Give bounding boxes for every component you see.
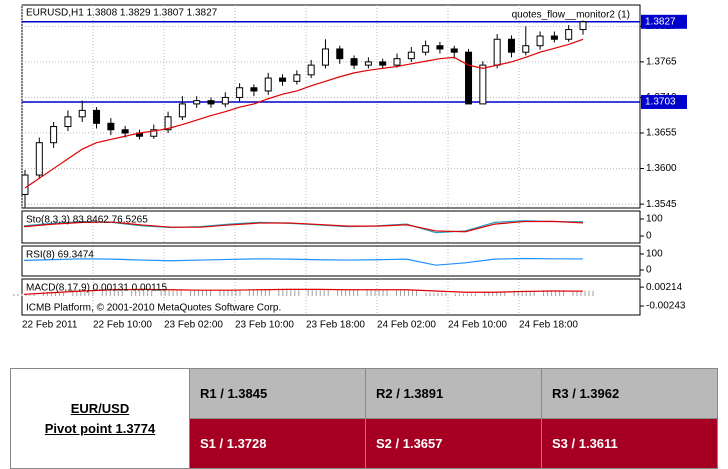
x-tick-label: 24 Feb 18:00 [519,320,578,331]
candle-body [336,48,344,60]
candle-body [78,109,86,118]
indicator-panel [21,245,641,277]
candle-body [193,100,201,105]
candle-body [107,122,115,131]
candle-body [350,58,358,66]
candle-body [207,100,215,105]
candle-body [393,58,401,66]
y-tick-label: -0.00243 [646,301,686,312]
indicator-line [23,257,584,266]
candle-body [150,129,158,137]
candle-body [236,87,244,98]
candle-body [565,29,573,40]
y-tick-label: 100 [646,214,663,225]
x-tick-label: 24 Feb 10:00 [448,320,507,331]
candle-body [536,35,544,47]
panel-label: MACD(8,17,9) 0.00131 0.00115 [26,283,167,294]
candle-body [93,109,101,124]
candle-body [479,64,487,105]
level-label: 1.3827 [645,16,676,27]
copyright: ICMB Platform, © 2001-2010 MetaQuotes So… [26,303,281,314]
level-label: 1.3703 [645,97,676,108]
main-panel [21,4,641,209]
indicator-line [23,288,584,295]
pivot-table: EUR/USD Pivot point 1.3774 R1 / 1.3845 R… [10,368,718,469]
y-tick-label: 0.00214 [646,282,683,293]
y-tick-label: 100 [646,249,663,260]
indicator-label: quotes_flow__monitor2 (1) [512,10,630,21]
candle-body [293,74,301,82]
candle-body [522,45,530,53]
candle-body [579,21,587,31]
x-tick-label: 22 Feb 10:00 [93,320,152,331]
candle-body [164,116,172,131]
candle-body [550,35,558,40]
x-tick-label: 24 Feb 02:00 [377,320,436,331]
y-tick-label: 0 [646,231,652,242]
s1: S1 / 1.3728 [189,418,366,469]
candle-body [221,96,229,105]
y-tick-label: 1.3765 [646,57,677,68]
candle-body [422,45,430,53]
panel-label: RSI(8) 69.3474 [26,250,94,261]
y-tick-label: 1.3655 [646,128,677,139]
x-tick-label: 23 Feb 18:00 [306,320,365,331]
level-box [641,14,687,29]
s2: S2 / 1.3657 [365,418,542,469]
indicator-panel [21,210,641,244]
indicator-line [23,220,584,233]
s3: S3 / 1.3611 [541,418,718,469]
candle-body [321,48,329,66]
y-tick-label: 0 [646,265,652,276]
y-tick-label: 1.3545 [646,199,677,210]
panel-label: Sto(8,3,3) 83.8462 76.5265 [26,215,148,226]
candle-body [407,51,415,60]
candle-body [279,77,287,82]
candle-body [64,116,72,128]
candle-body [450,48,458,53]
candle-body [465,51,473,105]
candle-body [493,38,501,66]
candle-body [178,103,186,118]
candle-body [379,61,387,66]
candle-body [507,38,515,53]
candle-body [436,45,444,50]
r1: R1 / 1.3845 [189,368,366,419]
y-tick-label: 1.3600 [646,163,677,174]
candle-body [264,77,272,92]
candle-body [121,129,129,134]
candle-body [35,142,43,176]
r2: R2 / 1.3891 [365,368,542,419]
candle-body [21,174,29,195]
x-tick-label: 22 Feb 2011 [22,320,78,331]
pair: EUR/USD [70,400,130,416]
chart: EURUSD,H1 1.3808 1.3829 1.3807 1.3827 qu… [13,4,687,331]
candle-body [307,64,315,76]
candle-body [50,126,58,144]
pair-cell: EUR/USD Pivot point 1.3774 [10,368,190,469]
chart-title: EURUSD,H1 1.3808 1.3829 1.3807 1.3827 [26,8,218,19]
pivot-point: Pivot point 1.3774 [44,420,156,436]
r3: R3 / 1.3962 [541,368,718,419]
x-tick-label: 23 Feb 02:00 [164,320,223,331]
indicator-panel [21,278,641,316]
level-box [641,94,687,109]
moving-average [24,38,584,189]
x-tick-label: 23 Feb 10:00 [235,320,294,331]
candle-body [364,61,372,66]
candle-body [250,87,258,92]
